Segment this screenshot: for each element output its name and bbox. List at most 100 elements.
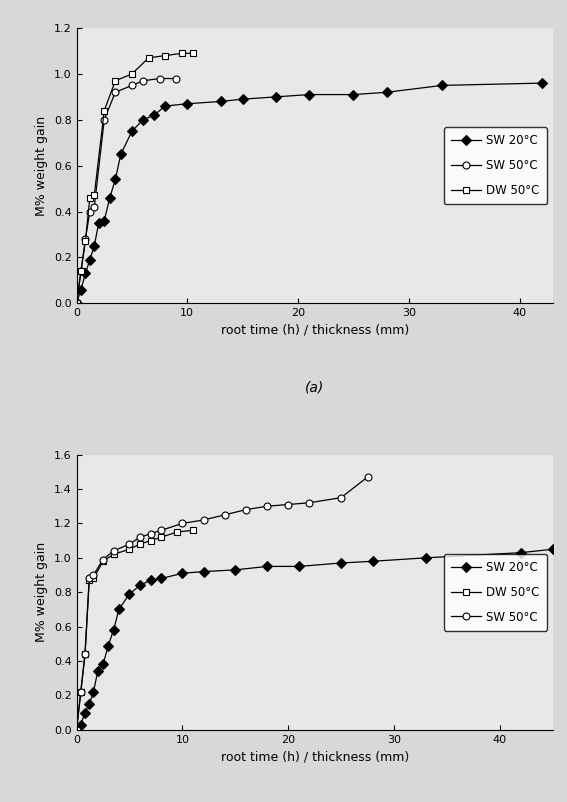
SW 50°C [90, 570, 97, 580]
SW 50°C [243, 504, 249, 514]
SW 20°C [86, 699, 92, 709]
DW 50°C [91, 191, 98, 200]
SW 50°C [73, 725, 80, 735]
SW 50°C [306, 498, 313, 508]
Legend: SW 20°C, SW 50°C, DW 50°C: SW 20°C, SW 50°C, DW 50°C [444, 128, 547, 204]
SW 20°C [139, 115, 146, 124]
SW 20°C [549, 545, 556, 554]
SW 20°C [129, 127, 136, 136]
SW 50°C [158, 525, 164, 535]
SW 50°C [285, 500, 291, 509]
Line: DW 50°C: DW 50°C [73, 527, 196, 733]
Line: DW 50°C: DW 50°C [73, 50, 196, 306]
Legend: SW 20°C, DW 50°C, SW 50°C: SW 20°C, DW 50°C, SW 50°C [444, 554, 547, 630]
SW 20°C [100, 660, 107, 670]
SW 20°C [91, 241, 98, 251]
SW 20°C [105, 641, 112, 650]
SW 20°C [264, 561, 270, 571]
SW 20°C [350, 90, 357, 99]
Line: SW 50°C: SW 50°C [73, 473, 371, 733]
DW 50°C [147, 536, 154, 545]
SW 50°C [364, 472, 371, 482]
SW 20°C [86, 255, 93, 265]
Line: SW 50°C: SW 50°C [73, 75, 180, 306]
SW 20°C [338, 558, 345, 568]
SW 20°C [110, 626, 117, 635]
SW 50°C [179, 519, 186, 529]
SW 20°C [184, 99, 191, 108]
SW 50°C [139, 76, 146, 86]
SW 50°C [101, 115, 108, 124]
SW 20°C [273, 92, 280, 102]
DW 50°C [82, 650, 88, 659]
SW 20°C [295, 561, 302, 571]
DW 50°C [137, 539, 143, 549]
DW 50°C [82, 237, 89, 246]
SW 50°C [147, 529, 154, 539]
X-axis label: root time (h) / thickness (mm): root time (h) / thickness (mm) [221, 324, 409, 337]
SW 20°C [116, 605, 122, 614]
SW 20°C [95, 218, 102, 228]
SW 20°C [117, 149, 124, 159]
SW 20°C [439, 80, 446, 90]
SW 50°C [82, 650, 88, 659]
DW 50°C [90, 573, 97, 583]
SW 20°C [383, 87, 390, 97]
SW 50°C [86, 573, 92, 583]
SW 20°C [101, 216, 108, 225]
DW 50°C [77, 687, 84, 697]
SW 50°C [129, 80, 136, 90]
DW 50°C [110, 549, 117, 559]
SW 50°C [112, 87, 119, 97]
SW 20°C [147, 575, 154, 585]
DW 50°C [101, 106, 108, 115]
SW 50°C [200, 515, 207, 525]
SW 50°C [91, 202, 98, 212]
SW 20°C [90, 687, 97, 697]
DW 50°C [112, 76, 119, 86]
SW 50°C [264, 501, 270, 511]
SW 20°C [73, 298, 80, 308]
SW 50°C [82, 234, 89, 244]
DW 50°C [78, 266, 84, 276]
SW 20°C [112, 175, 119, 184]
X-axis label: root time (h) / thickness (mm): root time (h) / thickness (mm) [221, 750, 409, 764]
SW 50°C [100, 555, 107, 565]
SW 50°C [77, 687, 84, 697]
Y-axis label: M% weight gain: M% weight gain [35, 115, 48, 216]
SW 20°C [232, 565, 239, 575]
Text: (a): (a) [305, 380, 324, 395]
DW 50°C [73, 725, 80, 735]
DW 50°C [73, 298, 80, 308]
SW 50°C [73, 298, 80, 308]
SW 20°C [137, 581, 143, 590]
SW 20°C [107, 193, 113, 203]
DW 50°C [189, 525, 196, 535]
SW 20°C [538, 79, 545, 88]
DW 50°C [145, 53, 152, 63]
SW 50°C [137, 533, 143, 542]
DW 50°C [162, 51, 168, 60]
DW 50°C [179, 48, 185, 58]
SW 20°C [82, 269, 89, 278]
SW 20°C [217, 97, 224, 107]
DW 50°C [86, 575, 92, 585]
SW 20°C [94, 666, 101, 676]
SW 20°C [179, 569, 186, 578]
SW 20°C [162, 101, 168, 111]
SW 20°C [82, 708, 88, 718]
SW 20°C [73, 725, 80, 735]
SW 20°C [78, 285, 84, 294]
SW 20°C [370, 557, 376, 566]
SW 20°C [518, 548, 524, 557]
Line: SW 20°C: SW 20°C [73, 545, 556, 733]
DW 50°C [126, 545, 133, 554]
SW 50°C [156, 74, 163, 83]
Y-axis label: M% weight gain: M% weight gain [35, 542, 48, 642]
SW 20°C [200, 567, 207, 577]
SW 50°C [110, 546, 117, 556]
DW 50°C [158, 533, 164, 542]
SW 50°C [173, 74, 180, 83]
SW 20°C [158, 573, 164, 583]
SW 50°C [221, 510, 228, 520]
